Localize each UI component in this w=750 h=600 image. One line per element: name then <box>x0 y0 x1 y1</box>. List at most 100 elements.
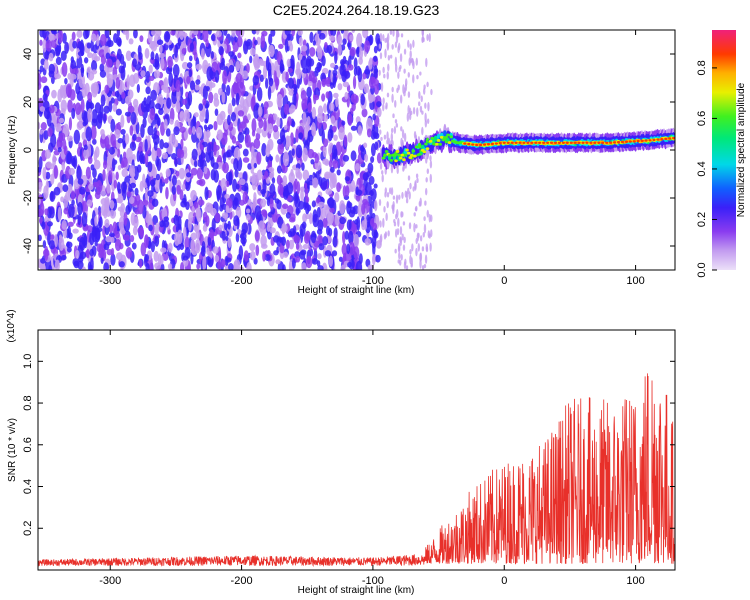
snr-frame <box>37 329 676 571</box>
heatmap-cell <box>81 212 88 227</box>
heatmap-cell <box>125 247 133 259</box>
heatmap-cell <box>275 76 279 91</box>
heatmap-cell <box>154 178 160 193</box>
heatmap-cell <box>193 201 199 209</box>
heatmap-cell <box>304 182 308 188</box>
heatmap-cell <box>325 91 330 99</box>
heatmap-cell <box>329 175 335 190</box>
heatmap-cell <box>387 154 392 157</box>
heatmap-cell <box>120 114 125 128</box>
heatmap-cell <box>425 246 429 253</box>
heatmap-cell <box>311 106 317 119</box>
heatmap-cell <box>416 74 419 80</box>
heatmap-cell <box>276 165 282 174</box>
heatmap-cell <box>256 151 262 165</box>
heatmap-cell <box>193 112 199 118</box>
heatmap-cell <box>305 58 312 74</box>
heatmap-cell <box>196 179 203 186</box>
heatmap-cell <box>399 94 403 104</box>
heatmap-cell <box>158 108 164 116</box>
heatmap-cell <box>383 134 387 140</box>
heatmap-cell <box>410 257 413 267</box>
heatmap-cell <box>343 30 349 37</box>
heatmap-cell <box>237 52 242 59</box>
heatmap-cell <box>344 230 350 240</box>
heatmap-cell <box>140 100 148 113</box>
heatmap-cell <box>225 257 232 263</box>
heatmap-cell <box>287 67 293 74</box>
heatmap-cell <box>400 253 403 261</box>
heatmap-cell <box>325 225 331 236</box>
heatmap-peak-cell <box>605 141 609 144</box>
heatmap-cell <box>124 133 130 145</box>
heatmap-cell <box>79 39 84 54</box>
heatmap-cell <box>38 72 42 87</box>
heatmap-cell <box>399 236 402 244</box>
heatmap-peak-cell <box>463 142 467 145</box>
heatmap-cell <box>417 142 422 149</box>
heatmap-cell <box>156 120 161 126</box>
heatmap-cell <box>53 186 61 196</box>
heatmap-cell <box>45 39 52 52</box>
heatmap-cell <box>126 191 132 198</box>
heatmap-cell <box>325 76 331 85</box>
heatmap-cell <box>206 247 210 255</box>
heatmap-peak-cell <box>542 141 546 144</box>
heatmap-cell <box>355 189 363 196</box>
heatmap-cell <box>269 227 276 234</box>
heatmap-cell <box>415 173 419 179</box>
heatmap-cell <box>105 52 111 60</box>
heatmap-cell <box>346 243 351 255</box>
heatmap-cell <box>149 179 156 187</box>
heatmap-cell <box>258 220 265 232</box>
heatmap-cell <box>306 86 312 98</box>
heatmap-cell <box>228 51 235 57</box>
heatmap-cell <box>247 113 251 121</box>
heatmap-cell <box>257 184 262 192</box>
heatmap-cell <box>382 97 385 105</box>
heatmap-cell <box>403 132 407 143</box>
heatmap-cell <box>57 147 62 153</box>
heatmap-peak-cell <box>620 140 625 144</box>
heatmap-cell <box>129 235 135 243</box>
heatmap-cell <box>300 89 307 101</box>
heatmap-cell <box>165 31 170 43</box>
heatmap-cell <box>281 236 287 247</box>
heatmap-cell <box>381 156 386 160</box>
heatmap-cell <box>215 30 222 38</box>
heatmap-cell <box>407 91 411 98</box>
heatmap-cell <box>334 213 340 227</box>
heatmap-cell <box>85 166 91 180</box>
heatmap-cell <box>129 125 134 136</box>
snr-x-label: Height of straight line (km) <box>298 585 415 596</box>
heatmap-cell <box>72 40 78 49</box>
heatmap-cell <box>384 150 389 153</box>
heatmap-cell <box>260 198 267 208</box>
heatmap-cell <box>58 117 65 124</box>
heatmap-cell <box>366 128 372 138</box>
heatmap-peak-cell <box>561 141 565 144</box>
heatmap-cell <box>307 81 313 87</box>
heatmap-cell <box>371 76 376 84</box>
heatmap-cell <box>88 264 93 270</box>
heatmap-cell <box>211 61 219 73</box>
heatmap-cell <box>389 158 394 162</box>
heatmap-cell <box>212 162 219 170</box>
heatmap-cell <box>116 181 121 193</box>
heatmap-cell <box>49 34 56 41</box>
heatmap-cell <box>386 39 390 50</box>
x-tick-label: -100 <box>362 575 384 587</box>
heatmap-peak-cell <box>498 141 502 145</box>
heatmap-cell <box>235 30 242 37</box>
heatmap-cell <box>188 127 193 135</box>
heatmap-cell <box>77 213 82 226</box>
heatmap-cell <box>261 209 268 216</box>
heatmap-cell <box>376 107 382 118</box>
heatmap-cell <box>123 211 128 226</box>
heatmap-cell <box>408 156 413 159</box>
x-tick-label: -300 <box>99 275 121 287</box>
spectrogram-y-label: Frequency (Hz) <box>7 116 18 185</box>
heatmap-cell <box>136 150 140 163</box>
heatmap-cell <box>283 251 289 258</box>
heatmap-cell <box>276 199 282 210</box>
